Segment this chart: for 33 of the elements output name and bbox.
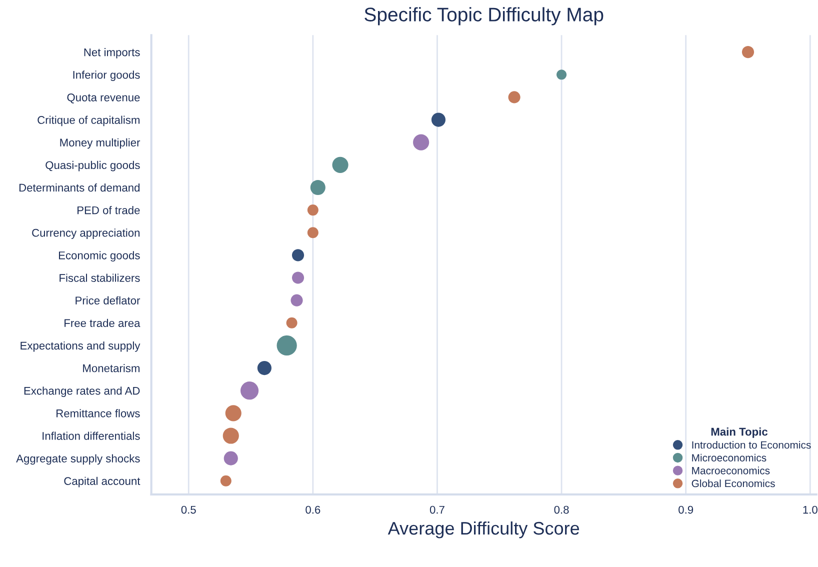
x-tick-label: 0.8 — [554, 506, 569, 514]
legend-label: Macroeconomics — [692, 466, 770, 474]
y-tick-label: Exchange rates and AD — [24, 386, 140, 397]
y-tick-label: Aggregate supply shocks — [16, 454, 140, 465]
y-tick-label: Money multiplier — [60, 138, 140, 149]
y-tick-label: Net imports — [84, 48, 140, 58]
y-tick-label: Currency appreciation — [32, 228, 140, 239]
y-tick-label: Inferior goods — [73, 70, 140, 81]
legend-title: Main Topic — [711, 428, 768, 438]
x-tick-label: 1.0 — [803, 506, 818, 514]
y-tick-label: Determinants of demand — [19, 183, 140, 192]
y-tick-label: Inflation differentials — [42, 432, 140, 440]
legend-label: Introduction to Economics — [692, 441, 811, 449]
x-tick-label: 0.6 — [306, 506, 320, 514]
y-tick-label: Fiscal stabilizers — [60, 274, 140, 282]
y-tick-label: Expectations and supply — [20, 341, 140, 352]
y-tick-label: PED of trade — [78, 206, 140, 214]
x-tick-label: 0.9 — [678, 506, 694, 514]
y-tick-label: Monetarism — [83, 364, 140, 372]
legend-label: Microeconomics — [692, 454, 766, 462]
x-tick-label: 0.5 — [181, 506, 196, 514]
y-tick-label: Economic goods — [58, 251, 140, 262]
y-tick-label: Price deflator — [76, 296, 140, 304]
legend-label: Global Economics — [692, 480, 775, 488]
y-tick-label: Capital account — [64, 476, 140, 488]
y-tick-label: Quasi-public goods — [46, 160, 140, 172]
y-tick-label: Remittance flows — [56, 409, 140, 418]
chart-title: Specific Topic Difficulty Map — [364, 7, 604, 26]
x-axis-title: Average Difficulty Score — [388, 521, 580, 538]
x-tick-label: 0.7 — [430, 506, 444, 514]
y-tick-label: Free trade area — [64, 318, 140, 328]
y-tick-label: Critique of capitalism — [38, 116, 140, 126]
y-tick-label: Quota revenue — [67, 93, 140, 104]
